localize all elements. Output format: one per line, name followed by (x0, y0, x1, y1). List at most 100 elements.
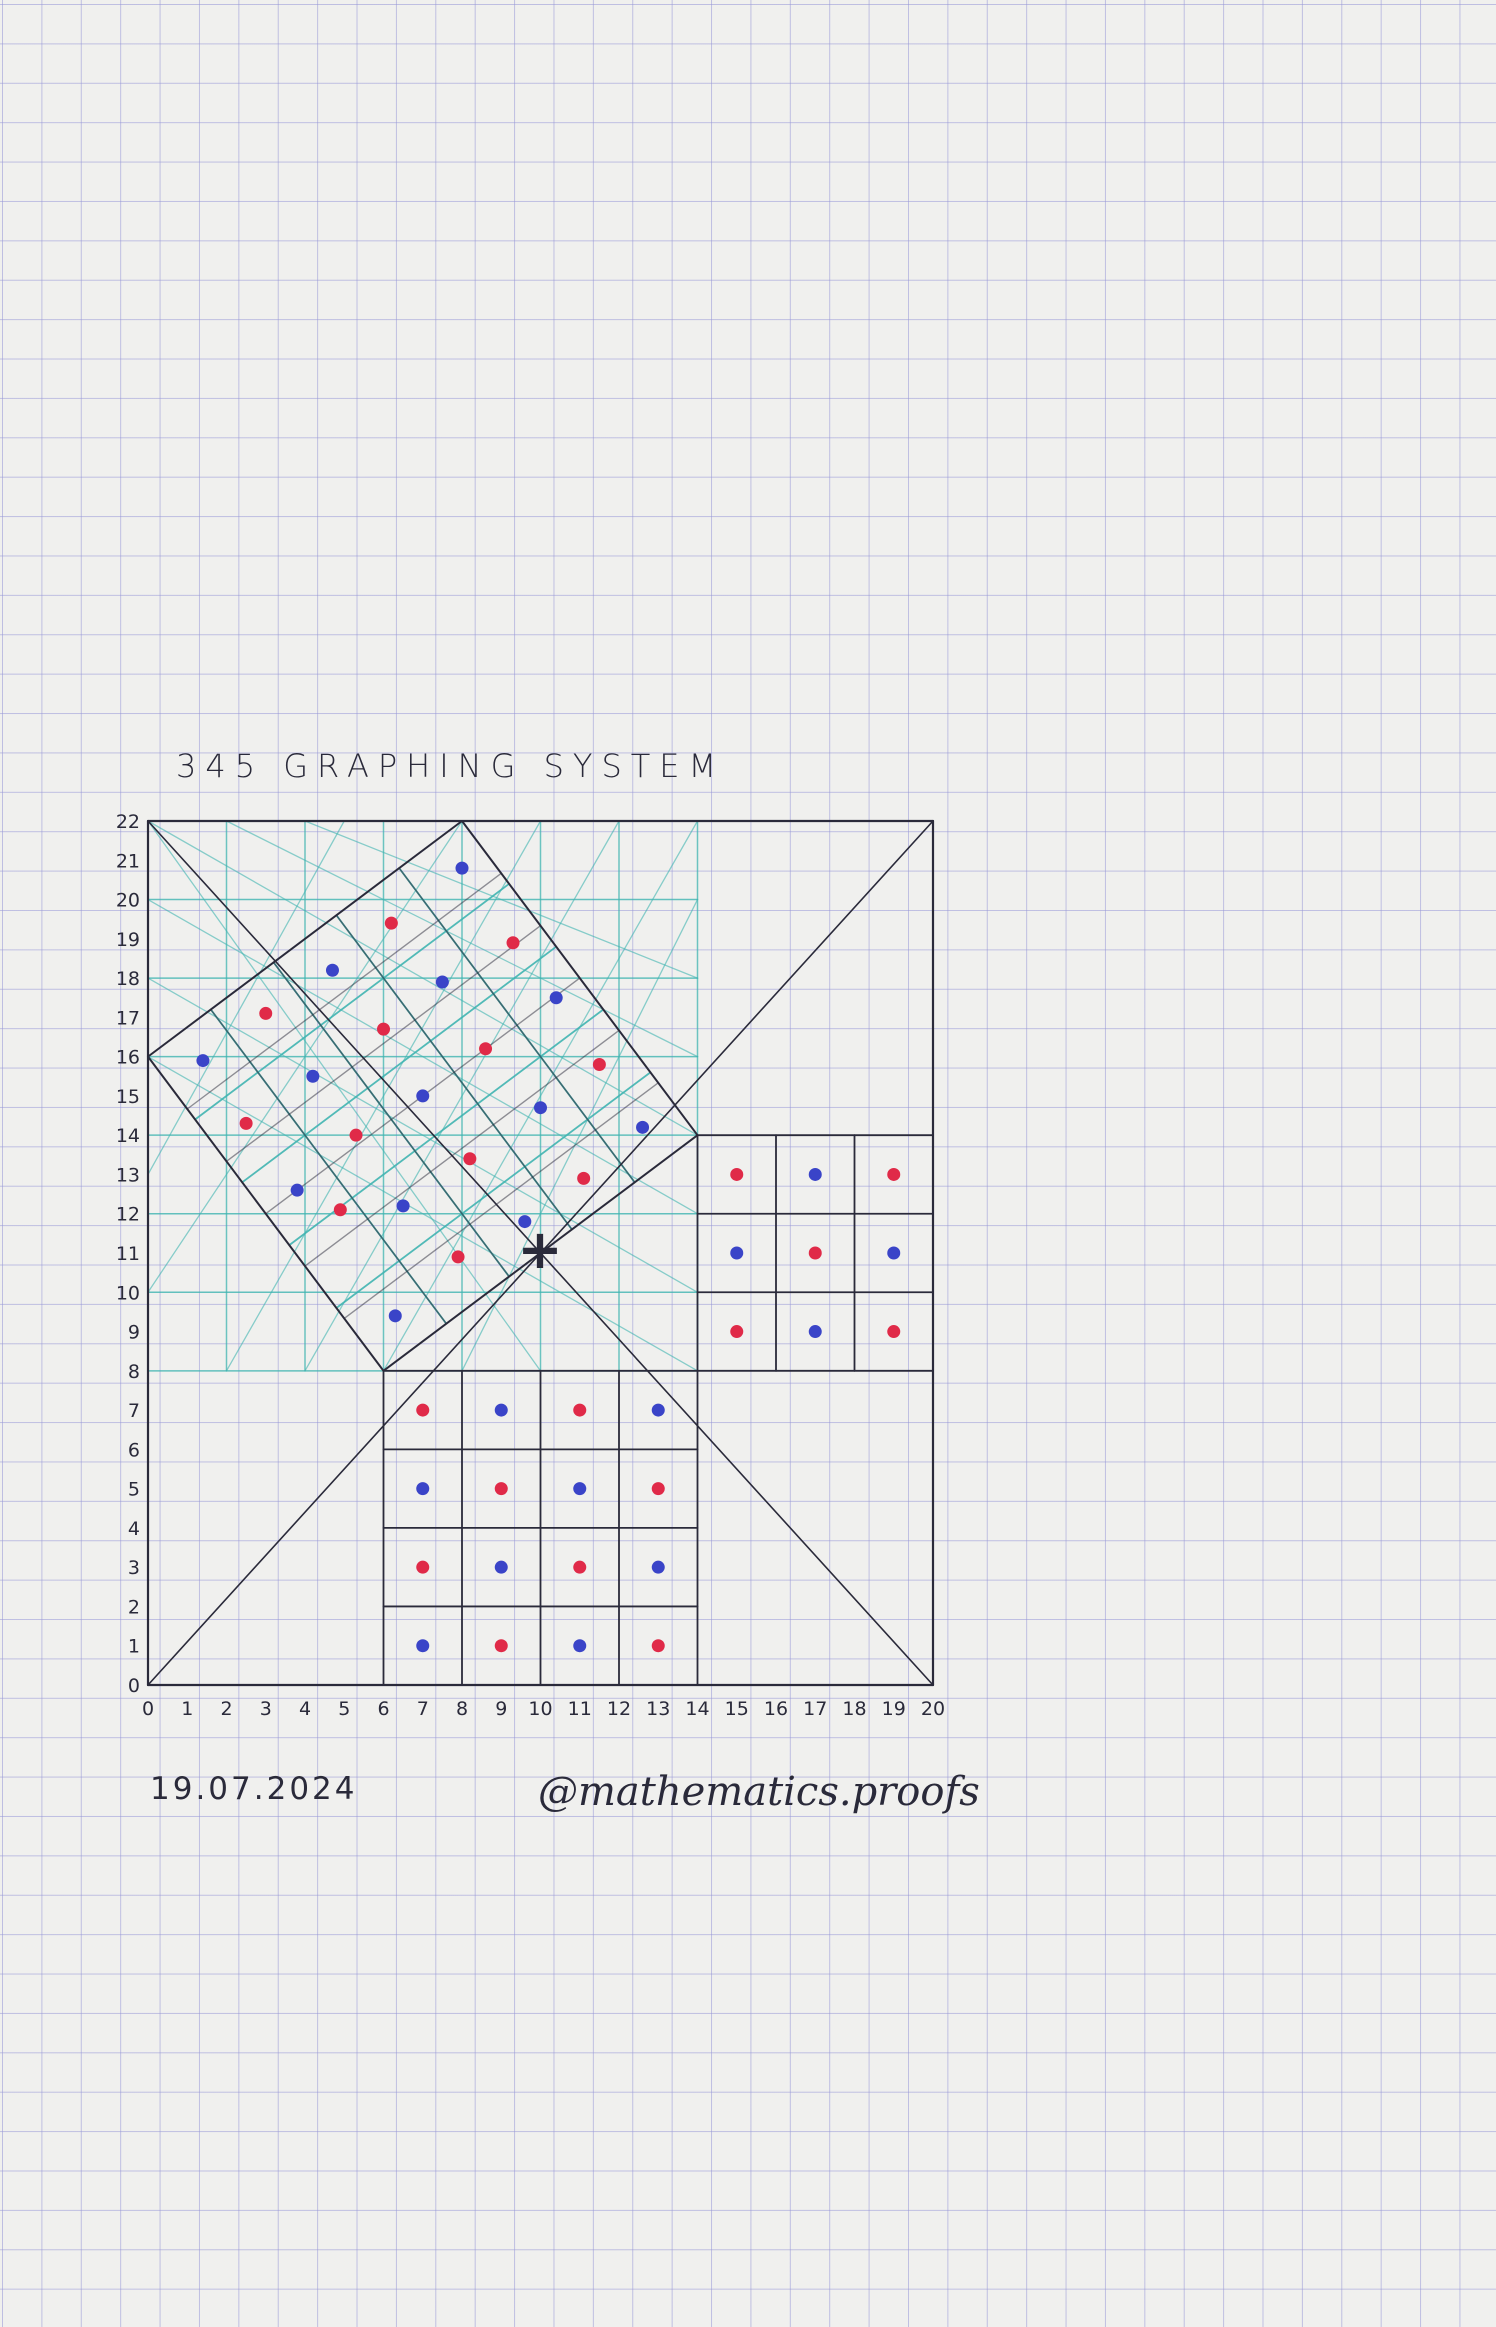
x-tick-label: 17 (803, 1698, 827, 1720)
x-tick-label: 9 (495, 1698, 507, 1720)
red-dot (333, 1203, 347, 1217)
blue-dot (416, 1482, 430, 1496)
x-tick-label: 15 (725, 1698, 749, 1720)
x-tick-label: 2 (220, 1698, 232, 1720)
red-dot (494, 1639, 508, 1653)
x-tick-label: 5 (338, 1698, 350, 1720)
x-tick-label: 7 (417, 1698, 429, 1720)
teal-rotated-grid-line (335, 1071, 652, 1309)
rotated-square-edge (147, 1055, 385, 1372)
ink-rotated-grid-line (186, 872, 502, 1110)
blue-dot (455, 861, 469, 875)
y-tick-label: 10 (116, 1282, 140, 1304)
y-tick-label: 13 (116, 1164, 140, 1186)
blue-dot (494, 1403, 508, 1417)
teal-diagonal-line (147, 820, 463, 1293)
blue-dot (396, 1199, 410, 1213)
x-tick-label: 4 (299, 1698, 311, 1720)
date-label: 19.07.2024 (150, 1771, 358, 1807)
y-tick-label: 6 (128, 1439, 140, 1461)
y-tick-label: 1 (128, 1636, 140, 1658)
blue-dot (534, 1101, 547, 1115)
red-dot (730, 1325, 744, 1339)
axis-tick-labels: 0 1 2 3 4 5 6 7 8 9 10 11 12 13 14 15 16 17 18 19 2001234567… (116, 811, 945, 1720)
center-mark: + (517, 1218, 562, 1281)
signature: @mathematics.proofs (538, 1769, 980, 1815)
teal-construction-lines (147, 820, 699, 1372)
y-tick-label: 9 (128, 1322, 140, 1344)
red-dot (377, 1022, 390, 1036)
ink-rotated-grid-line (225, 925, 542, 1163)
blue-dot (416, 1089, 430, 1103)
blue-dot (636, 1120, 650, 1134)
red-dot (506, 936, 520, 950)
blue-dot (416, 1639, 430, 1653)
x-tick-label: 11 (568, 1698, 592, 1720)
blue-dot (573, 1639, 587, 1653)
blue-dot (518, 1215, 532, 1229)
red-dot (573, 1403, 587, 1417)
red-dot (416, 1403, 430, 1417)
red-dot (451, 1250, 465, 1264)
y-tick-label: 11 (116, 1243, 140, 1265)
ink-rotated-grid-line (343, 1082, 659, 1320)
ink-frame-lines (146, 819, 935, 1687)
x-tick-label: 6 (377, 1698, 389, 1720)
ink-rotated-grid-line (304, 1029, 620, 1267)
teal-rotated-grid-line (194, 882, 511, 1121)
teal-diagonal-line (147, 820, 345, 1176)
teal-diagonal-line (147, 977, 699, 1293)
teal-rotated-grid-line (241, 945, 558, 1184)
y-tick-label: 8 (128, 1361, 140, 1383)
teal-diagonal-line (225, 820, 542, 1372)
x-tick-label: 3 (260, 1698, 272, 1720)
blue-dot (651, 1403, 665, 1417)
teal-diagonal-line (382, 820, 699, 1372)
red-dot (259, 1006, 273, 1020)
y-tick-label: 20 (116, 890, 140, 912)
x-tick-label: 16 (764, 1698, 788, 1720)
teal-diagonal-line (147, 898, 699, 1215)
y-tick-label: 4 (128, 1518, 140, 1540)
x-tick-label: 0 (142, 1698, 154, 1720)
red-dot (494, 1482, 508, 1496)
rotated-square-edge (461, 820, 699, 1137)
rotated-square-edge (147, 820, 463, 1058)
blue-dot (549, 991, 563, 1005)
blue-dot (808, 1167, 822, 1181)
teal-diagonal-line (304, 820, 620, 1372)
blue-dot (887, 1246, 901, 1260)
x-tick-label: 10 (528, 1698, 552, 1720)
red-dot (416, 1560, 430, 1574)
red-dot (463, 1152, 477, 1166)
teal-diagonal-line (147, 820, 542, 1372)
x-tick-label: 18 (842, 1698, 866, 1720)
y-tick-label: 12 (116, 1204, 140, 1226)
red-dot (577, 1171, 591, 1185)
red-dot (479, 1042, 493, 1056)
y-tick-label: 15 (116, 1086, 140, 1108)
red-dot (384, 916, 398, 930)
red-dot (887, 1167, 901, 1181)
red-dot (651, 1639, 665, 1653)
blue-dot (651, 1560, 665, 1574)
x-tick-label: 13 (646, 1698, 670, 1720)
red-dot (651, 1482, 665, 1496)
y-tick-label: 22 (116, 811, 140, 833)
blue-dot (388, 1309, 402, 1323)
red-dot (592, 1057, 606, 1071)
x-tick-label: 19 (882, 1698, 906, 1720)
x-tick-label: 20 (921, 1698, 945, 1720)
y-tick-label: 16 (116, 1047, 140, 1069)
page-title: 345 GRAPHING SYSTEM (176, 747, 725, 785)
blue-dot (494, 1560, 508, 1574)
x-tick-label: 14 (685, 1698, 709, 1720)
x-tick-label: 1 (181, 1698, 193, 1720)
x-tick-label: 12 (607, 1698, 631, 1720)
x-tick-label: 8 (456, 1698, 468, 1720)
red-dot (349, 1128, 363, 1142)
blue-dot (306, 1069, 320, 1083)
y-tick-label: 3 (128, 1557, 140, 1579)
rotated-square-edge (382, 1134, 699, 1372)
red-dot (573, 1560, 587, 1574)
